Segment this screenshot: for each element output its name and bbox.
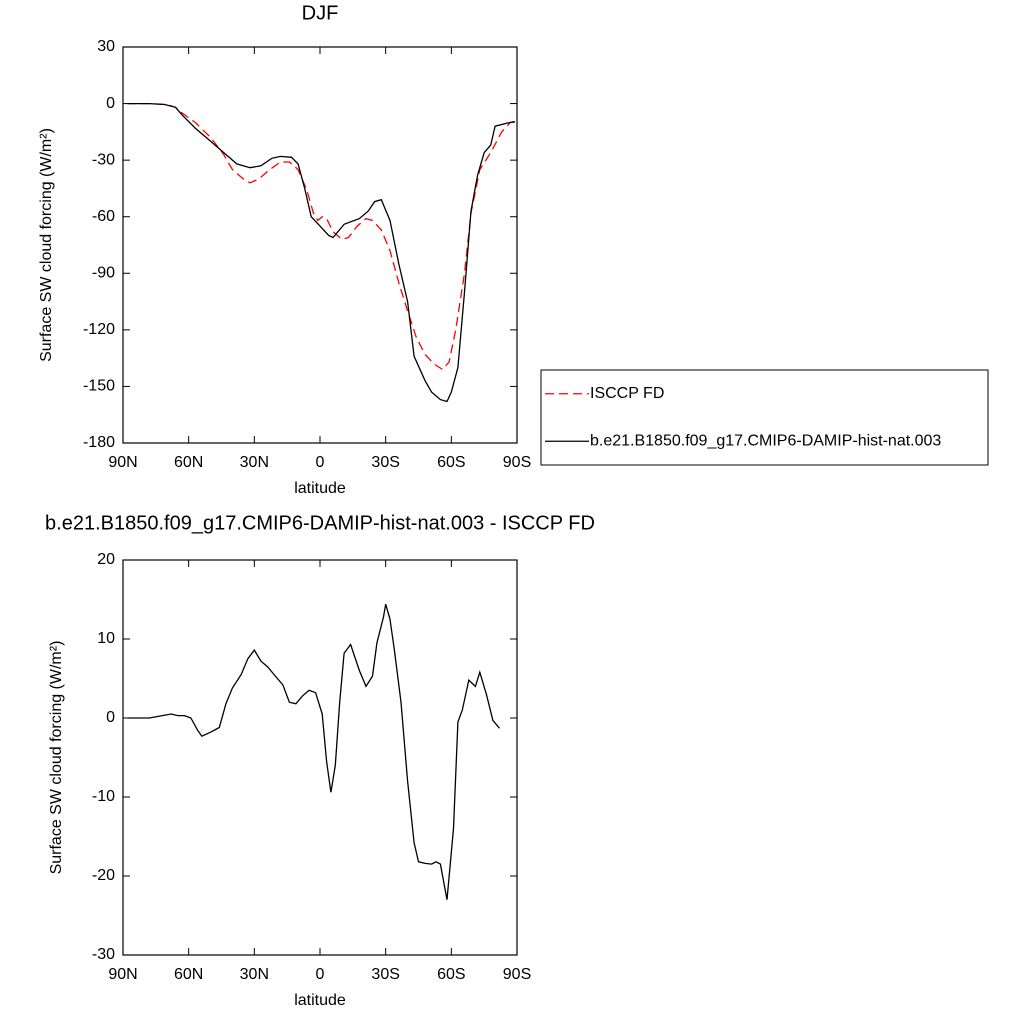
y-axis-label: Surface SW cloud forcing (W/m²) <box>38 128 55 362</box>
y-tick-label: -90 <box>92 265 115 282</box>
x-tick-label: 60S <box>437 966 465 983</box>
y-tick-label: 0 <box>106 709 115 726</box>
plot-frame <box>122 46 518 444</box>
y-tick-label: -150 <box>83 378 115 395</box>
x-tick-label: 30N <box>240 966 269 983</box>
x-axis-label: latitude <box>294 480 346 497</box>
x-tick-label: 90S <box>503 966 531 983</box>
x-tick-label: 60N <box>174 966 203 983</box>
chart-title: b.e21.B1850.f09_g17.CMIP6-DAMIP-hist-nat… <box>45 512 595 534</box>
x-tick-label: 60N <box>174 454 203 471</box>
y-tick-label: 20 <box>97 551 115 568</box>
x-tick-label: 30S <box>371 966 399 983</box>
y-tick-label: 0 <box>106 95 115 112</box>
data-line <box>127 604 500 900</box>
y-tick-label: -10 <box>92 788 115 805</box>
data-line <box>127 102 515 403</box>
y-tick-label: -20 <box>92 867 115 884</box>
y-tick-label: -60 <box>92 208 115 225</box>
legend-box <box>540 369 989 466</box>
x-tick-label: 90N <box>108 966 137 983</box>
x-tick-label: 30N <box>240 454 269 471</box>
y-tick-label: -30 <box>92 151 115 168</box>
x-tick-label: 30S <box>371 454 399 471</box>
y-tick-label: -120 <box>83 321 115 338</box>
x-tick-label: 60S <box>437 454 465 471</box>
x-tick-label: 0 <box>316 454 325 471</box>
y-tick-label: 30 <box>97 38 115 55</box>
x-tick-label: 90N <box>108 454 137 471</box>
y-tick-label: 10 <box>97 630 115 647</box>
y-axis-label: Surface SW cloud forcing (W/m²) <box>48 641 65 875</box>
legend-label: b.e21.B1850.f09_g17.CMIP6-DAMIP-hist-nat… <box>590 432 941 449</box>
legend-label: ISCCP FD <box>590 385 664 402</box>
chart-title: DJF <box>302 2 339 24</box>
y-tick-label: -30 <box>92 946 115 963</box>
x-tick-label: 90S <box>503 454 531 471</box>
x-tick-label: 0 <box>316 966 325 983</box>
data-line <box>127 102 515 371</box>
y-tick-label: -180 <box>83 434 115 451</box>
x-axis-label: latitude <box>294 992 346 1009</box>
plot-frame <box>122 559 518 956</box>
